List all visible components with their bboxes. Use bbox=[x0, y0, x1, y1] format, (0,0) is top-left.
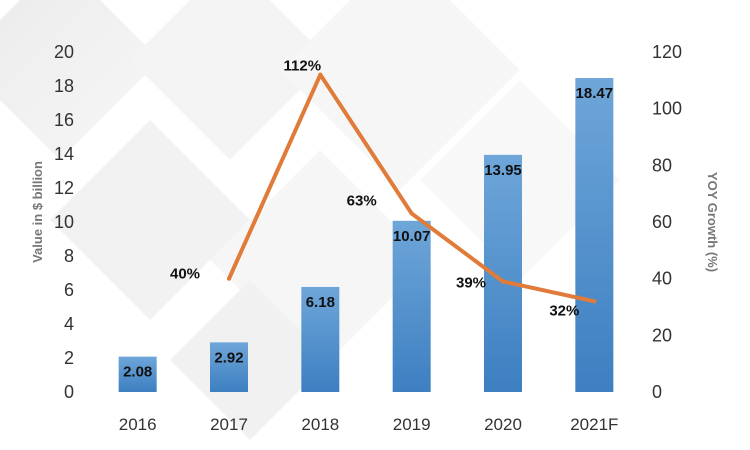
x-axis-tick: 2020 bbox=[484, 415, 522, 434]
left-axis-tick: 16 bbox=[54, 110, 74, 130]
bar-series bbox=[118, 78, 614, 392]
right-axis-tick: 40 bbox=[652, 269, 672, 289]
left-axis-tick: 4 bbox=[64, 314, 74, 334]
growth-point-2020 bbox=[501, 279, 505, 284]
growth-value-label: 32% bbox=[549, 302, 579, 319]
left-axis-tick: 10 bbox=[54, 212, 74, 232]
x-axis-ticks: 2016 2017 2018 2019 2020 2021F bbox=[119, 415, 619, 434]
bar-value-label: 2.92 bbox=[214, 349, 243, 366]
growth-value-label: 40% bbox=[170, 266, 200, 283]
growth-value-label: 112% bbox=[284, 58, 322, 75]
bar-2021F bbox=[575, 78, 614, 392]
bar-value-labels: 2.08 2.92 6.18 10.07 13.95 18.47 bbox=[123, 85, 613, 381]
left-axis-ticks: 0 2 4 6 8 10 12 14 16 18 20 bbox=[54, 42, 74, 402]
growth-point-2019 bbox=[409, 211, 414, 216]
left-axis-tick: 12 bbox=[54, 178, 74, 198]
x-axis-tick: 2016 bbox=[119, 415, 157, 434]
right-axis-ticks: 0 20 40 60 80 100 120 bbox=[652, 42, 682, 402]
bar-value-label: 6.18 bbox=[306, 294, 335, 311]
growth-point-2021F bbox=[592, 299, 597, 304]
growth-line-series bbox=[227, 72, 597, 304]
bar-value-label: 2.08 bbox=[123, 364, 152, 381]
right-axis-tick: 80 bbox=[652, 155, 672, 175]
right-axis-tick: 100 bbox=[652, 99, 682, 119]
x-axis-tick: 2021F bbox=[570, 415, 618, 434]
bar-2019 bbox=[392, 220, 431, 392]
x-axis-tick: 2018 bbox=[301, 415, 339, 434]
growth-value-label: 63% bbox=[347, 193, 377, 210]
bar-2018 bbox=[301, 286, 340, 392]
x-axis-tick: 2019 bbox=[393, 415, 431, 434]
right-axis-title: YOY Growth (%) bbox=[705, 172, 720, 272]
growth-value-labels: 40% 112% 63% 39% 32% bbox=[170, 58, 579, 320]
right-axis-tick: 60 bbox=[652, 212, 672, 232]
right-axis-tick: 20 bbox=[652, 325, 672, 345]
growth-point-2018 bbox=[318, 72, 323, 77]
bar-2017 bbox=[210, 342, 248, 392]
background-pattern bbox=[0, 0, 330, 440]
left-axis-title: Value in $ billion bbox=[30, 161, 45, 263]
bar-value-label: 13.95 bbox=[484, 162, 522, 179]
left-axis-tick: 14 bbox=[54, 144, 74, 164]
bar-value-label: 18.47 bbox=[576, 85, 614, 102]
left-axis-tick: 18 bbox=[54, 76, 74, 96]
bar-2016 bbox=[118, 356, 157, 392]
left-axis-tick: 2 bbox=[64, 348, 74, 368]
bar-value-label: 10.07 bbox=[393, 228, 431, 245]
left-axis-tick: 0 bbox=[64, 382, 74, 402]
right-axis-tick: 0 bbox=[652, 382, 662, 402]
left-axis-tick: 6 bbox=[64, 280, 74, 300]
left-axis-tick: 20 bbox=[54, 42, 74, 62]
x-axis-tick: 2017 bbox=[210, 415, 248, 434]
growth-value-label: 39% bbox=[456, 275, 486, 292]
growth-point-2017 bbox=[227, 276, 231, 281]
right-axis-tick: 120 bbox=[652, 42, 682, 62]
left-axis-tick: 8 bbox=[64, 246, 74, 266]
